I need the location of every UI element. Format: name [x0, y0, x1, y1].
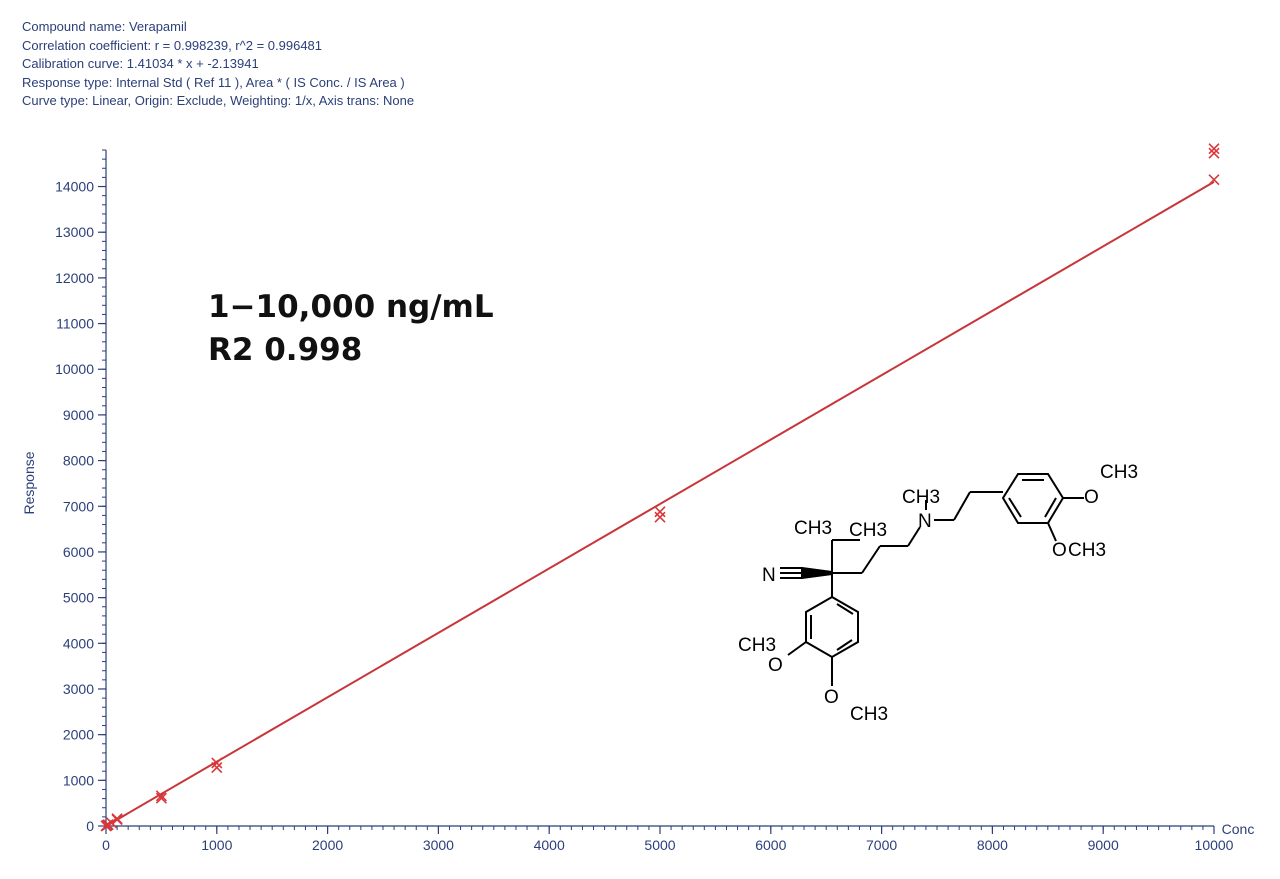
- data-point: [155, 792, 167, 804]
- o-label-lower-a: O: [768, 655, 783, 676]
- y-tick-label: 2000: [63, 727, 94, 743]
- x-tick-label: 10000: [1195, 837, 1234, 853]
- data-point: [1208, 143, 1220, 155]
- data-point: [105, 817, 118, 829]
- x-tick-label: 9000: [1088, 837, 1119, 853]
- calibration-fit-line: [105, 181, 1215, 827]
- x-tick-label: 4000: [534, 837, 565, 853]
- response-type: Response type: Internal Std ( Ref 11 ), …: [22, 74, 405, 90]
- ch3-label-lower-a: CH3: [738, 635, 776, 656]
- compound-name: Compound name: Verapamil: [22, 19, 187, 34]
- y-tick-label: 10000: [55, 361, 94, 377]
- curve-type: Curve type: Linear, Origin: Exclude, Wei…: [22, 93, 415, 109]
- y-tick-label: 4000: [63, 635, 94, 651]
- correlation-coefficient: Correlation coefficient: r = 0.998239, r…: [22, 37, 323, 53]
- o-label-upper-b: O: [1052, 540, 1067, 561]
- o-label-upper-a: O: [1084, 487, 1099, 508]
- ch3-label-upper-b: CH3: [1068, 540, 1106, 561]
- y-tick-label: 1000: [63, 772, 94, 788]
- nitrile-n-label: N: [762, 565, 776, 586]
- amine-n-label: N: [918, 511, 932, 532]
- y-tick-label: 0: [86, 818, 94, 834]
- r2-annotation: R2 0.998: [208, 332, 362, 368]
- x-tick-label: 3000: [423, 837, 454, 853]
- y-tick-label: 5000: [63, 590, 94, 606]
- y-tick-label: 14000: [55, 179, 94, 195]
- x-tick-label: 5000: [644, 837, 675, 853]
- data-point: [1208, 147, 1220, 159]
- y-tick-label: 8000: [63, 453, 94, 469]
- data-point: [211, 757, 223, 769]
- upper-benzene-ring: [1001, 473, 1065, 524]
- y-tick-label: 7000: [63, 498, 94, 514]
- data-point: [1208, 174, 1220, 186]
- ch3-label-a: CH3: [794, 518, 832, 539]
- y-tick-label: 12000: [55, 270, 94, 286]
- ch3-label-upper-a: CH3: [1100, 462, 1138, 483]
- axes: 0 1000 2000 3000 4000 5000 6000 7000 8000 9000 100…: [55, 149, 1234, 853]
- y-axis-title: Response: [21, 451, 37, 514]
- data-point: [155, 790, 167, 802]
- y-tick-label: 6000: [63, 544, 94, 560]
- chart-header: Compound name: Verapamil Correlation coe…: [22, 18, 414, 111]
- x-tick-label: 8000: [977, 837, 1008, 853]
- lower-benzene-ring: [805, 595, 859, 659]
- x-tick-label: 0: [102, 837, 110, 853]
- x-tick-label: 7000: [866, 837, 897, 853]
- y-tick-label: 13000: [55, 224, 94, 240]
- ch3-label-lower-b: CH3: [850, 704, 888, 725]
- x-axis-title: Conc: [1222, 821, 1255, 837]
- x-tick-label: 2000: [312, 837, 343, 853]
- data-point: [102, 819, 114, 831]
- y-tick-label: 9000: [63, 407, 94, 423]
- data-point: [111, 813, 123, 825]
- data-point: [654, 511, 666, 523]
- ch3-label-b: CH3: [849, 520, 887, 541]
- data-point: [654, 506, 666, 518]
- n-methyl-label: CH3: [902, 487, 940, 508]
- range-annotation: 1−10,000 ng/mL: [208, 289, 494, 325]
- y-tick-label: 3000: [63, 681, 94, 697]
- calibration-curve: Calibration curve: 1.41034 * x + -2.1394…: [22, 56, 259, 72]
- x-tick-label: 1000: [201, 837, 232, 853]
- verapamil-structure: [780, 473, 1084, 686]
- y-tick-label: 11000: [56, 316, 94, 332]
- data-point: [211, 761, 223, 774]
- o-label-lower-b: O: [824, 687, 839, 708]
- molecule-labels: N CH3 CH3 CH3 N O CH3 O CH3 CH3 O O CH3: [738, 462, 1138, 725]
- x-tick-label: 6000: [755, 837, 786, 853]
- data-points: [100, 143, 1220, 832]
- fit-layer: [105, 181, 1215, 827]
